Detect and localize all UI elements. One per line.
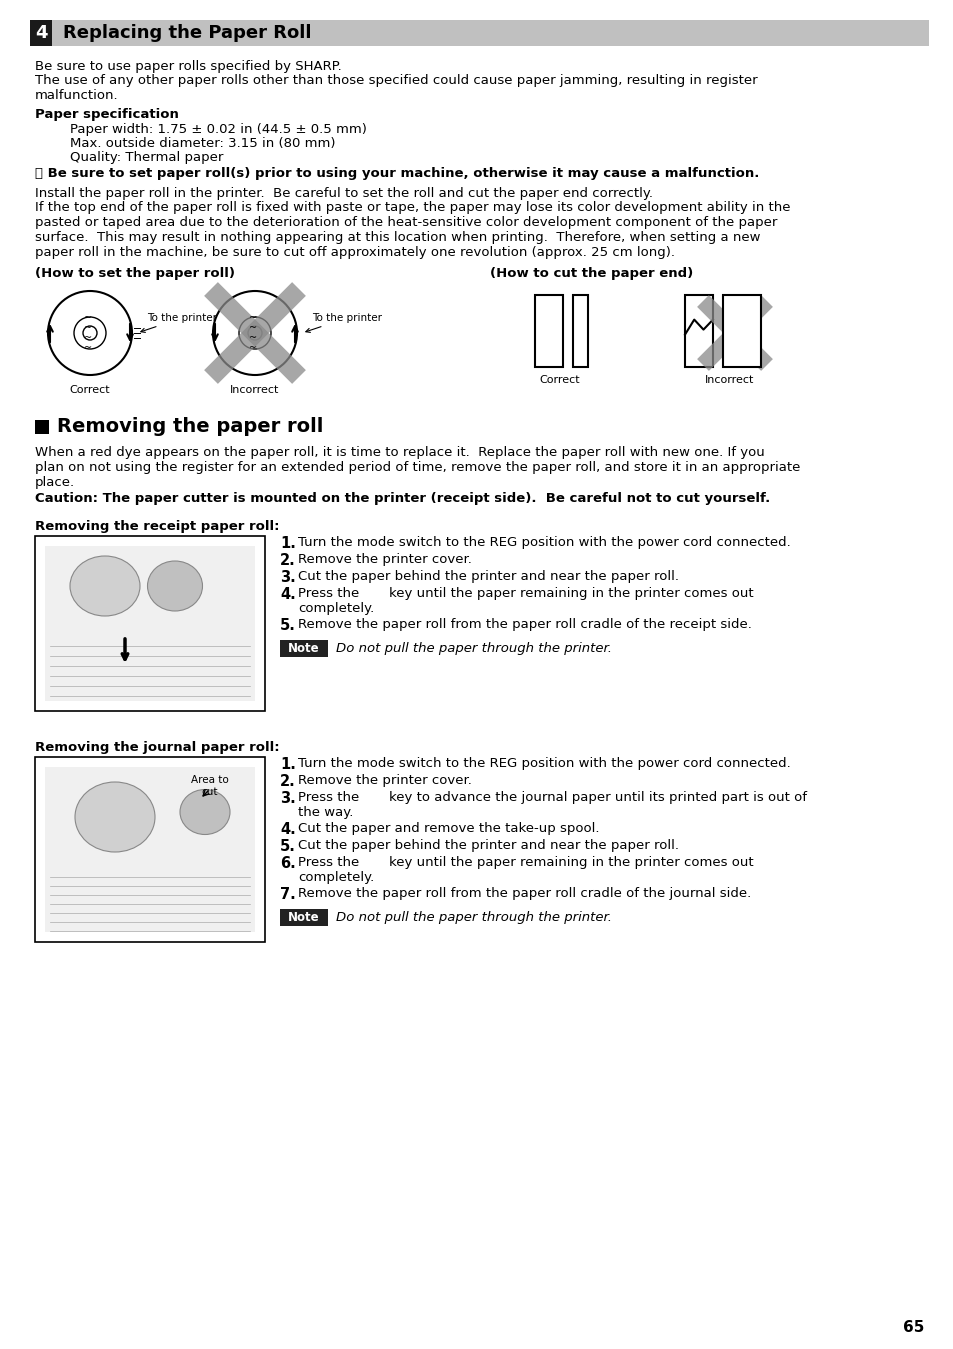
Text: Install the paper roll in the printer.  Be careful to set the roll and cut the p: Install the paper roll in the printer. B… (35, 188, 652, 200)
Bar (722, 295, 760, 367)
Text: Max. outside diameter: 3.15 in (80 mm): Max. outside diameter: 3.15 in (80 mm) (70, 138, 335, 150)
Text: Removing the paper roll: Removing the paper roll (57, 417, 323, 437)
Text: 1.: 1. (280, 757, 295, 772)
Text: Cut the paper and remove the take-up spool.: Cut the paper and remove the take-up spo… (297, 822, 598, 835)
Text: Incorrect: Incorrect (230, 384, 279, 395)
Text: The use of any other paper rolls other than those specified could cause paper ja: The use of any other paper rolls other t… (35, 74, 757, 103)
Text: Correct: Correct (70, 384, 111, 395)
Text: 4.: 4. (280, 587, 295, 602)
Text: 2.: 2. (280, 553, 295, 568)
Text: ~: ~ (84, 322, 92, 333)
Text: Press the       key until the paper remaining in the printer comes out
completel: Press the key until the paper remaining … (297, 587, 753, 615)
Text: If the top end of the paper roll is fixed with paste or tape, the paper may lose: If the top end of the paper roll is fixe… (35, 201, 790, 259)
Bar (35, 420, 49, 434)
Text: 3.: 3. (280, 791, 295, 805)
Text: Removing the receipt paper roll:: Removing the receipt paper roll: (35, 519, 279, 533)
Ellipse shape (75, 782, 154, 853)
Text: To the printer: To the printer (306, 313, 381, 332)
Text: Note: Note (288, 911, 319, 924)
Text: Remove the paper roll from the paper roll cradle of the journal side.: Remove the paper roll from the paper rol… (297, 888, 750, 900)
Text: Remove the printer cover.: Remove the printer cover. (297, 774, 472, 786)
Text: Area to
cut: Area to cut (191, 774, 229, 797)
Text: (How to set the paper roll): (How to set the paper roll) (35, 267, 234, 281)
Text: 4.: 4. (280, 822, 295, 836)
Text: Remove the printer cover.: Remove the printer cover. (297, 553, 472, 567)
Text: Caution: The paper cutter is mounted on the printer (receipt side).  Be careful : Caution: The paper cutter is mounted on … (35, 492, 769, 505)
Text: 1.: 1. (280, 536, 295, 550)
Text: Do not pull the paper through the printer.: Do not pull the paper through the printe… (335, 642, 612, 656)
Text: Note: Note (288, 642, 319, 656)
Text: Paper specification: Paper specification (35, 108, 179, 121)
Text: (How to cut the paper end): (How to cut the paper end) (490, 267, 693, 281)
Text: ~: ~ (84, 333, 92, 343)
Bar (30, 20, 928, 46)
Text: ~: ~ (84, 313, 92, 322)
Text: When a red dye appears on the paper roll, it is time to replace it.  Replace the: When a red dye appears on the paper roll… (35, 447, 800, 488)
Text: Remove the paper roll from the paper roll cradle of the receipt side.: Remove the paper roll from the paper rol… (297, 618, 751, 631)
Text: 3.: 3. (280, 571, 295, 585)
Bar (684, 295, 712, 367)
Bar (35, 536, 265, 711)
Bar (30, 20, 52, 46)
Text: ~: ~ (249, 313, 256, 322)
Bar (280, 639, 328, 657)
Text: 5.: 5. (280, 839, 295, 854)
Ellipse shape (70, 556, 140, 616)
Text: 4: 4 (34, 24, 48, 42)
Text: Do not pull the paper through the printer.: Do not pull the paper through the printe… (335, 911, 612, 924)
Text: 7.: 7. (280, 888, 295, 902)
Text: ~: ~ (249, 343, 256, 353)
Bar (280, 909, 328, 925)
Text: To the printer: To the printer (141, 313, 216, 332)
Bar (573, 295, 587, 367)
Ellipse shape (148, 561, 202, 611)
Text: ~: ~ (249, 322, 256, 333)
Text: Removing the journal paper roll:: Removing the journal paper roll: (35, 741, 279, 754)
Text: 6.: 6. (280, 857, 295, 871)
Text: Replacing the Paper Roll: Replacing the Paper Roll (63, 24, 312, 42)
Text: Turn the mode switch to the REG position with the power cord connected.: Turn the mode switch to the REG position… (297, 757, 790, 770)
Text: Press the       key until the paper remaining in the printer comes out
completel: Press the key until the paper remaining … (297, 857, 753, 884)
Text: Cut the paper behind the printer and near the paper roll.: Cut the paper behind the printer and nea… (297, 839, 679, 853)
Ellipse shape (180, 789, 230, 835)
Text: 65: 65 (902, 1321, 923, 1336)
Bar (535, 295, 562, 367)
Text: ~: ~ (84, 343, 92, 353)
Text: Correct: Correct (538, 375, 579, 384)
Text: ~: ~ (249, 333, 256, 343)
Text: Cut the paper behind the printer and near the paper roll.: Cut the paper behind the printer and nea… (297, 571, 679, 583)
Text: Be sure to use paper rolls specified by SHARP.: Be sure to use paper rolls specified by … (35, 59, 341, 73)
Bar (45, 546, 254, 701)
Bar (35, 757, 265, 942)
Bar (45, 768, 254, 932)
Text: 5.: 5. (280, 618, 295, 633)
Text: Quality: Thermal paper: Quality: Thermal paper (70, 151, 223, 165)
Text: 2.: 2. (280, 774, 295, 789)
Text: Incorrect: Incorrect (704, 375, 754, 384)
Text: ・ Be sure to set paper roll(s) prior to using your machine, otherwise it may cau: ・ Be sure to set paper roll(s) prior to … (35, 167, 759, 179)
Text: Press the       key to advance the journal paper until its printed part is out o: Press the key to advance the journal pap… (297, 791, 806, 819)
Text: Paper width: 1.75 ± 0.02 in (44.5 ± 0.5 mm): Paper width: 1.75 ± 0.02 in (44.5 ± 0.5 … (70, 123, 367, 136)
Text: Turn the mode switch to the REG position with the power cord connected.: Turn the mode switch to the REG position… (297, 536, 790, 549)
